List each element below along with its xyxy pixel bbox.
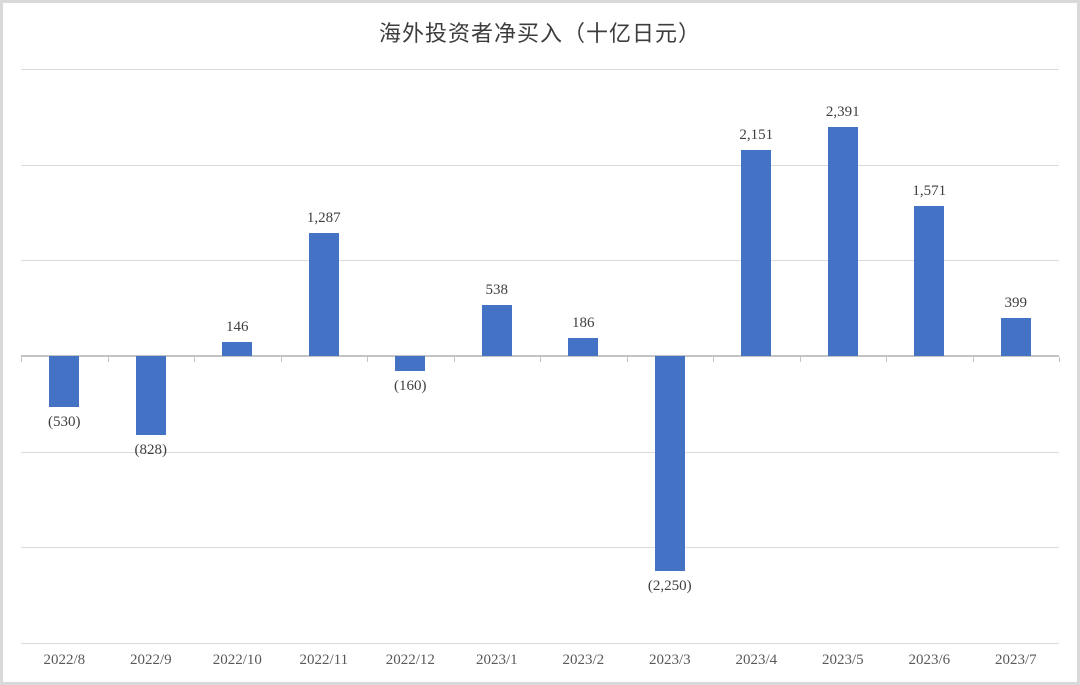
- data-label: (530): [48, 413, 81, 430]
- bar-2023/4: [741, 150, 772, 356]
- x-axis-label: 2023/5: [821, 652, 864, 668]
- bar-2023/1: [481, 304, 512, 356]
- gridline: [21, 643, 1059, 644]
- axis-tick: [280, 357, 282, 362]
- x-axis-line: [21, 355, 1059, 357]
- data-label: 1,287: [306, 209, 341, 226]
- bar-2022/10: [222, 342, 253, 356]
- x-axis-label: 2023/1: [475, 652, 518, 668]
- axis-tick: [453, 357, 455, 362]
- data-label: 538: [485, 281, 509, 298]
- x-axis-label: 2022/11: [299, 652, 349, 668]
- axis-tick: [626, 357, 628, 362]
- bar-2022/8: [49, 356, 80, 407]
- data-label: 399: [1004, 294, 1028, 311]
- data-label: (160): [394, 378, 427, 395]
- gridline: [21, 260, 1059, 262]
- x-axis-label: 2022/10: [212, 652, 262, 668]
- data-label: 146: [226, 319, 249, 335]
- x-axis-label: 2023/3: [648, 652, 691, 668]
- bar-2022/9: [135, 356, 166, 436]
- data-label: 186: [572, 315, 595, 332]
- axis-tick: [972, 357, 974, 362]
- gridline: [21, 547, 1059, 549]
- x-axis-label: 2023/2: [562, 652, 605, 668]
- axis-tick: [540, 357, 541, 362]
- bar-2022/11: [308, 232, 339, 356]
- axis-tick: [107, 357, 109, 362]
- bar-2023/5: [827, 127, 858, 356]
- x-axis-label: 2022/8: [43, 652, 86, 668]
- x-axis-label: 2022/9: [129, 652, 172, 668]
- bar-2023/2: [568, 338, 599, 356]
- bar-2023/6: [914, 205, 945, 356]
- chart-title: 海外投资者净买入（十亿日元）: [378, 21, 701, 46]
- bar-2023/3: [654, 356, 685, 572]
- data-label: (2,250): [647, 578, 692, 595]
- bar-2023/7: [1000, 317, 1031, 356]
- axis-tick: [713, 357, 714, 362]
- gridline: [21, 69, 1059, 70]
- bar-2022/12: [395, 356, 426, 372]
- x-axis-label: 2023/4: [735, 652, 778, 668]
- x-axis-label: 2023/7: [994, 652, 1037, 668]
- x-axis-label: 2023/6: [908, 652, 951, 668]
- data-label: 1,571: [912, 182, 947, 199]
- x-axis-label: 2022/12: [385, 652, 435, 668]
- axis-tick: [1059, 357, 1060, 362]
- gridline: [21, 451, 1059, 453]
- gridline: [21, 164, 1059, 166]
- axis-tick: [799, 357, 801, 362]
- data-label: 2,151: [739, 127, 774, 144]
- data-label: 2,391: [825, 104, 860, 121]
- axis-tick: [21, 357, 22, 362]
- axis-tick: [367, 357, 368, 362]
- data-label: (828): [134, 442, 168, 459]
- axis-tick: [194, 357, 195, 362]
- axis-tick: [886, 357, 887, 362]
